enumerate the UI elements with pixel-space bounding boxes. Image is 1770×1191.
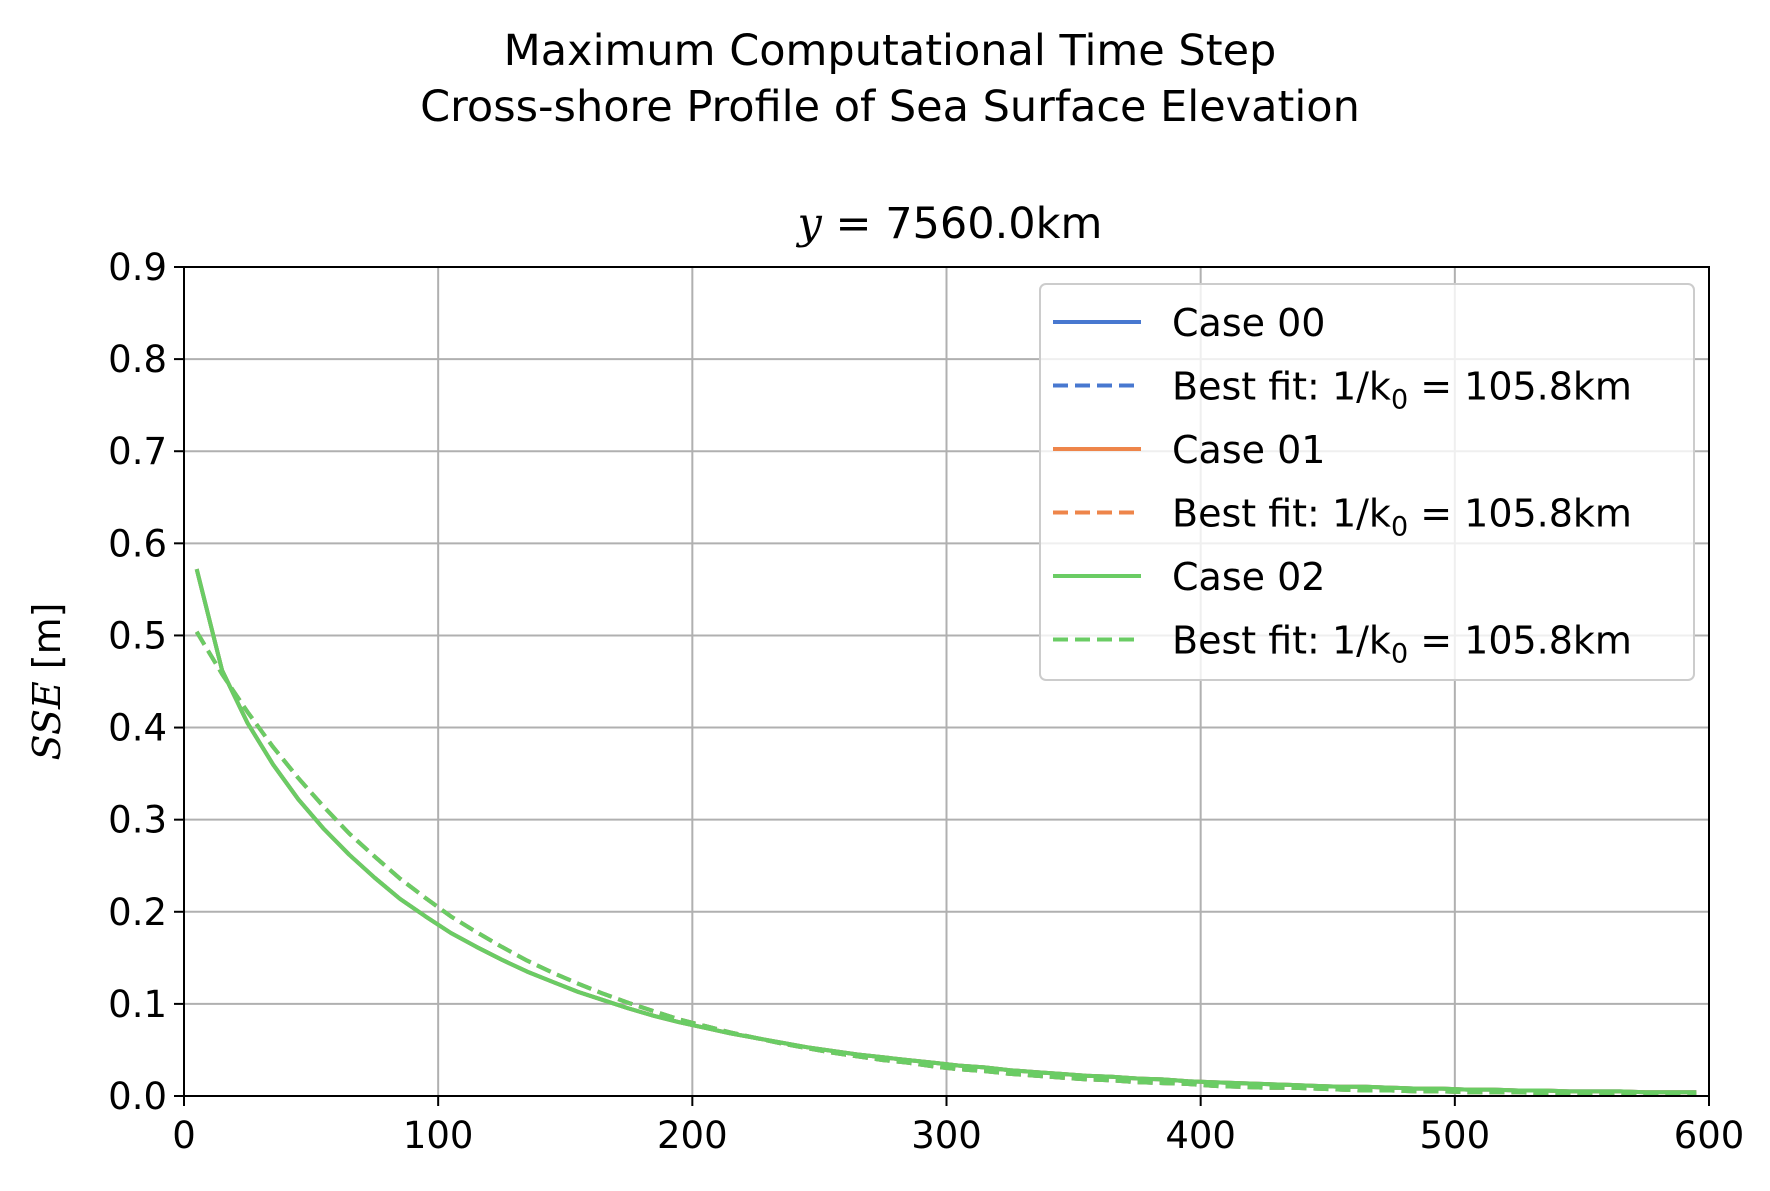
legend-entry-label: Best fit: 1/k0 = 105.8km [1172,365,1632,416]
axes-title: y = 7560.0km [796,199,1103,249]
plot-lines [194,568,1697,1097]
y-axis-label-variable: SSE [25,681,69,760]
y-tick-label: 0.2 [108,891,167,934]
legend-entry-subscript: 0 [1391,512,1408,543]
chart-suptitle-line-1: Maximum Computational Time Step [504,26,1277,76]
legend-entry-name: Best fit: [1172,492,1332,536]
legend-entry-name: Case 02 [1172,555,1325,599]
y-tick-label: 0.6 [108,522,167,565]
legend-entry-name: Case 01 [1172,428,1325,472]
x-tick-label: 600 [1674,1114,1745,1157]
x-tick-label: 200 [657,1114,728,1157]
case-series-4 [194,568,1697,1095]
x-tick-label: 500 [1420,1114,1491,1157]
legend-entry-value: = 105.8km [1408,619,1632,663]
legend-entry-value: = 105.8km [1408,365,1632,409]
legend-entry-name: Case 00 [1172,301,1325,345]
y-tick-label: 0.8 [108,338,167,381]
y-axis-label: SSE [m] [25,603,69,761]
legend-entry-math: 1/k [1332,619,1391,663]
x-tick-label: 400 [1165,1114,1236,1157]
x-tick-label: 0 [172,1114,196,1157]
axes-title-value: = 7560.0km [822,199,1103,249]
y-tick-label: 0.3 [108,799,167,842]
legend-entry-name: Best fit: [1172,619,1332,663]
y-tick-label: 0.1 [108,983,167,1026]
y-tick-label: 0.4 [108,707,167,750]
y-tick-label: 0.5 [108,614,167,657]
axes-title-variable: y [796,199,823,249]
y-tick-label: 0.0 [108,1075,167,1118]
axis-ticks: 0 100 200 300 400 500 600 0.0 0.1 0.2 0.3 0.4 0.5 0.6… [108,246,1744,1157]
legend-entry-label: Best fit: 1/k0 = 105.8km [1172,619,1632,670]
legend-entry-math: 1/k [1332,365,1391,409]
y-tick-label: 0.7 [108,430,167,473]
legend-frame [1039,283,1695,681]
legend-entry-math: 1/k [1332,492,1391,536]
legend-entry-value: = 105.8km [1408,492,1632,536]
legend-entry-label: Case 01 [1172,428,1325,472]
y-tick-label: 0.9 [108,246,167,289]
x-tick-label: 100 [403,1114,474,1157]
legend-entry-label: Case 00 [1172,301,1325,345]
legend-entry-name: Best fit: [1172,365,1332,409]
y-axis-label-unit: [m] [25,603,69,682]
x-tick-label: 300 [911,1114,982,1157]
legend-entry-subscript: 0 [1391,639,1408,670]
legend-entry-subscript: 0 [1391,385,1408,416]
chart-suptitle-line-2: Cross-shore Profile of Sea Surface Eleva… [420,82,1360,132]
legend-entry-label: Best fit: 1/k0 = 105.8km [1172,492,1632,543]
best-fit-series-5 [194,630,1697,1097]
legend-entry-label: Case 02 [1172,555,1325,599]
